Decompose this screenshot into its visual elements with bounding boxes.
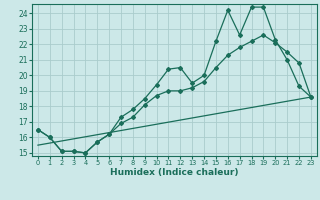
X-axis label: Humidex (Indice chaleur): Humidex (Indice chaleur) xyxy=(110,168,239,177)
